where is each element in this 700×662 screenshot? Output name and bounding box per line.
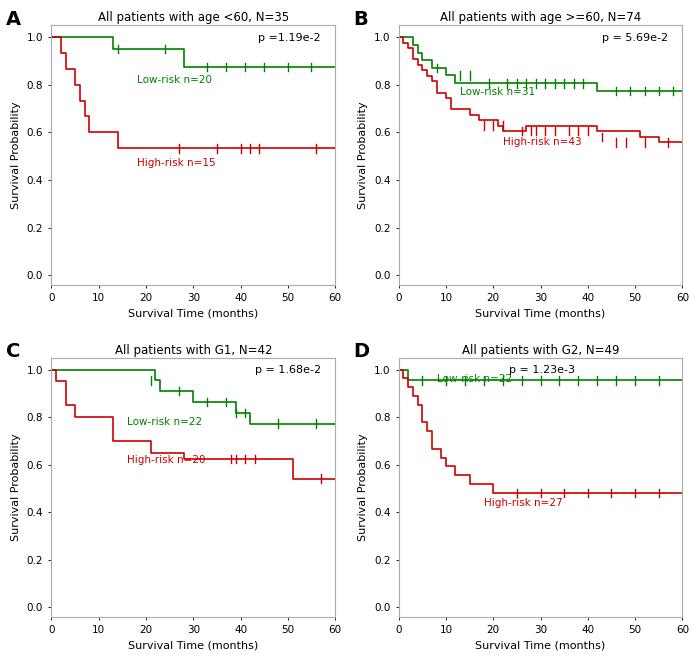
Text: D: D [354,342,370,361]
X-axis label: Survival Time (months): Survival Time (months) [475,308,606,318]
Text: p =1.19e-2: p =1.19e-2 [258,33,321,43]
Text: C: C [6,342,20,361]
Text: A: A [6,10,21,28]
Y-axis label: Survival Probability: Survival Probability [11,101,21,209]
Text: p = 1.23e-3: p = 1.23e-3 [509,365,575,375]
Text: Low-risk n=20: Low-risk n=20 [136,75,211,85]
Y-axis label: Survival Probability: Survival Probability [358,101,368,209]
Title: All patients with G1, N=42: All patients with G1, N=42 [115,344,272,357]
X-axis label: Survival Time (months): Survival Time (months) [128,641,258,651]
Y-axis label: Survival Probability: Survival Probability [11,434,21,541]
Text: Low-risk n=22: Low-risk n=22 [127,417,202,427]
X-axis label: Survival Time (months): Survival Time (months) [475,641,606,651]
Title: All patients with G2, N=49: All patients with G2, N=49 [462,344,620,357]
Text: High-risk n=27: High-risk n=27 [484,498,562,508]
Text: High-risk n=15: High-risk n=15 [136,158,215,168]
Text: p = 5.69e-2: p = 5.69e-2 [602,33,668,43]
Text: Low-risk n=22: Low-risk n=22 [437,374,512,384]
Text: p = 1.68e-2: p = 1.68e-2 [255,365,321,375]
Text: Low-risk n=31: Low-risk n=31 [460,87,536,97]
Text: High-risk n=20: High-risk n=20 [127,455,206,465]
Text: B: B [354,10,368,28]
Y-axis label: Survival Probability: Survival Probability [358,434,368,541]
Title: All patients with age >=60, N=74: All patients with age >=60, N=74 [440,11,641,24]
Text: High-risk n=43: High-risk n=43 [503,137,581,147]
Title: All patients with age <60, N=35: All patients with age <60, N=35 [98,11,289,24]
X-axis label: Survival Time (months): Survival Time (months) [128,308,258,318]
